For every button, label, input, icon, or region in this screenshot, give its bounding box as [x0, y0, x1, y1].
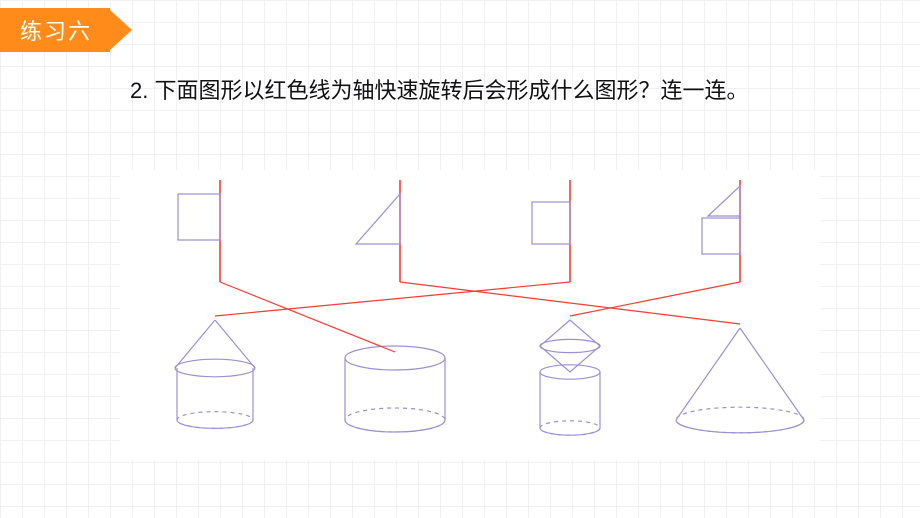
- question-text: 2. 下面图形以红色线为轴快速旋转后会形成什么图形？连一连。: [130, 74, 770, 108]
- question-number: 2.: [130, 78, 148, 103]
- question-body: 下面图形以红色线为轴快速旋转后会形成什么图形？连一连。: [154, 78, 748, 103]
- exercise-figure: [120, 170, 820, 460]
- section-tab-arrow: [110, 10, 132, 50]
- section-tab: 练习六: [0, 10, 132, 50]
- section-tab-label: 练习六: [0, 8, 110, 52]
